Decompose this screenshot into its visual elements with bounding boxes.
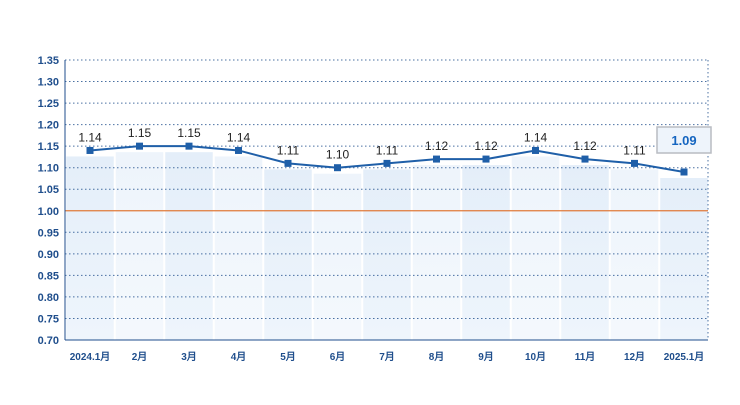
x-tick-label: 7月 [379,351,395,363]
data-point-marker [284,159,292,167]
x-tick-label: 10月 [525,351,546,363]
background-band [412,165,461,340]
y-tick-label: 1.30 [38,77,59,89]
y-tick-label: 0.85 [38,270,59,282]
y-tick-label: 1.05 [38,184,59,196]
data-label: 1.15 [128,126,152,140]
data-label: 1.14 [524,130,548,144]
x-tick-label: 2025.1月 [664,351,705,363]
x-tick-label: 4月 [231,351,247,363]
data-label: 1.11 [623,143,646,157]
background-band [66,156,114,340]
data-point-marker [631,159,638,167]
x-tick-label: 11月 [575,351,596,363]
y-tick-label: 0.95 [38,227,59,239]
data-label: 1.12 [573,139,597,153]
data-point-marker [581,155,589,163]
x-tick-label: 2月 [132,351,148,363]
x-tick-label: 8月 [429,351,445,363]
x-tick-label: 2024.1月 [70,351,111,363]
x-tick-label: 3月 [181,351,197,363]
latest-value-box [656,126,712,154]
data-point-marker [86,146,94,154]
y-tick-label: 1.10 [38,163,59,175]
data-label: 1.14 [227,130,251,144]
data-label-latest: 1.09 [671,133,696,148]
x-tick-label: 6月 [330,351,346,363]
data-point-marker [136,142,143,150]
data-label: 1.14 [78,130,102,144]
background-band [660,178,708,340]
y-tick-label: 0.75 [38,313,59,325]
background-band [363,169,411,340]
data-point-marker [482,155,490,163]
background-band [462,165,510,340]
background-band [511,156,560,340]
y-tick-label: 0.70 [38,335,59,347]
background-band [561,165,609,340]
y-tick-label: 1.35 [38,55,59,67]
data-point-marker [680,168,688,176]
x-tick-label: 5月 [280,351,296,363]
y-tick-label: 1.20 [38,120,59,132]
x-tick-label: 9月 [478,351,494,363]
data-label: 1.12 [425,139,449,153]
data-point-marker [235,146,242,154]
background-band [610,169,659,340]
data-label: 1.11 [277,143,300,157]
x-tick-label: 12月 [624,351,645,363]
y-tick-label: 0.80 [38,292,59,304]
y-tick-label: 0.90 [38,249,59,261]
data-point-marker [433,155,440,163]
data-label: 1.12 [474,139,498,153]
background-band [214,156,263,340]
data-label: 1.15 [177,126,201,140]
background-band [313,173,362,340]
data-point-marker [334,164,341,172]
background-band [264,169,312,340]
data-point-marker [532,146,539,154]
background-band [165,152,213,340]
background-band [115,152,164,340]
data-label: 1.10 [326,148,350,162]
y-tick-label: 1.15 [38,141,59,153]
y-tick-label: 1.00 [38,206,59,218]
data-label: 1.11 [376,143,399,157]
data-point-marker [383,159,391,167]
data-point-marker [185,142,193,150]
y-tick-label: 1.25 [38,98,59,110]
